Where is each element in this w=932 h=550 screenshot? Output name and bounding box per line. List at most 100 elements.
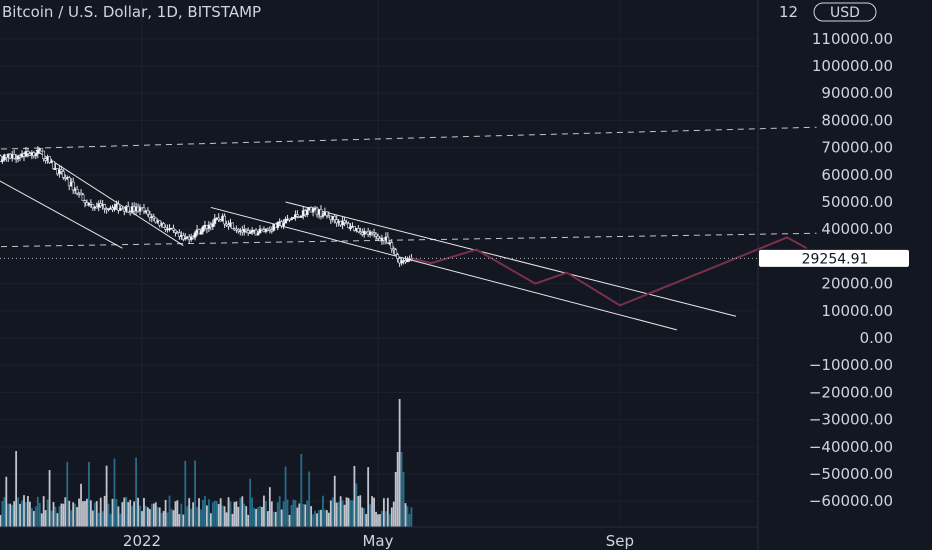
volume-bar [410, 507, 413, 527]
volume-bar [68, 500, 71, 527]
volume-bar [143, 497, 145, 527]
volume-bar [274, 511, 277, 527]
volume-bar [200, 509, 202, 527]
candle [0, 155, 2, 162]
projection-line[interactable] [411, 236, 808, 307]
price-label: 20000.00 [821, 275, 893, 293]
volume-bar [202, 499, 204, 527]
volume-bar [36, 496, 39, 527]
price-label: 90000.00 [821, 84, 893, 102]
candle [128, 211, 132, 214]
volume-bar [263, 495, 265, 527]
volume-bar [363, 508, 366, 527]
volume-bar [160, 513, 163, 527]
volume-bar [127, 502, 130, 527]
volume-bar [174, 501, 177, 527]
candle [244, 228, 248, 232]
last-price-tag [759, 249, 909, 267]
currency-label[interactable]: USD [830, 5, 860, 21]
volume-bar [347, 497, 350, 527]
candle [162, 223, 166, 228]
volume-bar [327, 512, 330, 527]
volume-bar [21, 500, 23, 527]
volume-bar [101, 511, 104, 527]
volume-bar [388, 514, 391, 527]
candle [231, 222, 234, 230]
volume-bar [377, 514, 379, 527]
candle [396, 254, 400, 259]
candle [181, 235, 185, 240]
volume-bar [383, 498, 385, 527]
volume-bar [367, 467, 370, 527]
volume-bar [237, 506, 240, 527]
price-label: −50000.00 [809, 465, 893, 483]
volume-bar [170, 508, 173, 527]
candle [211, 223, 215, 227]
candle [183, 237, 187, 240]
candle [347, 223, 350, 228]
trendline[interactable] [0, 232, 817, 248]
volume-bar [318, 510, 320, 527]
volume-bar [384, 511, 387, 527]
volume-bar [304, 504, 307, 527]
volume-bar [365, 514, 368, 527]
volume-bar [381, 510, 383, 527]
volume-bar [375, 511, 377, 527]
trendline[interactable] [35, 149, 184, 246]
volume-bar [302, 503, 305, 527]
trendlines[interactable] [0, 126, 817, 331]
volume-bar [180, 503, 183, 527]
volume-bar [7, 503, 10, 527]
volume-bar [148, 509, 151, 527]
volume-bar [270, 501, 273, 527]
volume-bars [0, 399, 413, 527]
volume-bar [107, 503, 110, 527]
volume-bar [241, 496, 244, 527]
volume-bar [227, 497, 230, 527]
volume-bar [91, 510, 94, 527]
candle [290, 218, 293, 221]
volume-bar [268, 487, 271, 527]
volume-bar [86, 498, 88, 527]
time-axis: 2022 May Sep [123, 532, 634, 550]
trendline[interactable] [285, 201, 737, 317]
volume-bar [17, 497, 19, 527]
candle [349, 227, 352, 229]
volume-bar [225, 512, 228, 527]
volume-bar [233, 501, 236, 527]
volume-bar [231, 513, 234, 527]
candle [67, 177, 71, 187]
volume-bar [76, 507, 78, 527]
grid [0, 0, 758, 527]
volume-bar [1, 501, 4, 527]
volume-bar [353, 465, 356, 527]
price-axis[interactable]: 110000.00 100000.00 90000.00 80000.00 70000.… [0, 0, 909, 550]
candle [406, 259, 409, 263]
trendline[interactable] [0, 169, 123, 249]
currency-badge[interactable] [813, 2, 877, 22]
volume-bar [121, 502, 124, 527]
last-price-label: 29254.91 [802, 251, 869, 267]
trendline[interactable] [0, 126, 817, 151]
volume-bar [300, 454, 303, 527]
volume-bar [402, 472, 405, 527]
volume-bar [337, 502, 340, 527]
volume-bar [52, 502, 55, 527]
candles [0, 146, 413, 267]
volume-bar [379, 514, 381, 527]
candle [36, 149, 40, 155]
volume-bar [123, 497, 126, 527]
volume-bar [243, 503, 246, 527]
trendline[interactable] [210, 206, 678, 331]
volume-bar [235, 501, 238, 527]
volume-bar [40, 513, 43, 527]
volume-bar [359, 495, 362, 527]
volume-bar [46, 499, 49, 527]
volume-bar [192, 502, 195, 527]
candle [390, 242, 394, 250]
volume-bar [345, 497, 348, 527]
candle [40, 148, 44, 152]
volume-bar [357, 496, 360, 527]
volume-bar [13, 501, 16, 527]
